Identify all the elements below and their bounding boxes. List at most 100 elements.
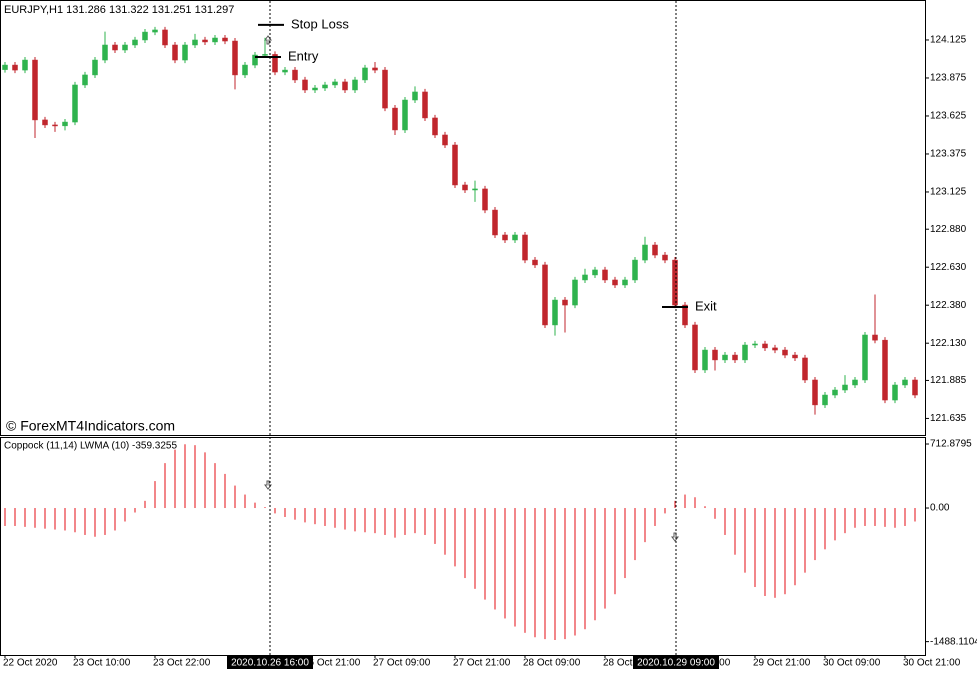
candle-body — [732, 354, 738, 361]
crosshair-label: 2020.10.26 16:00 — [231, 658, 309, 669]
crosshair-label: 2020.10.29 09:00 — [637, 658, 715, 669]
candle-body — [312, 87, 318, 91]
candle-body — [632, 259, 638, 281]
candle-body — [112, 44, 118, 51]
candle-body — [392, 107, 398, 131]
candle-body — [422, 91, 428, 119]
candle-body — [842, 384, 848, 391]
candle-body — [102, 44, 108, 61]
y-tick-label: 124.125 — [930, 35, 967, 46]
y-tick-label: 122.630 — [930, 262, 967, 273]
annotation-label: Exit — [695, 298, 717, 313]
candle-body — [132, 39, 138, 46]
candle-body — [872, 334, 878, 341]
candle-body — [882, 339, 888, 401]
candle-body — [272, 54, 278, 73]
price-title: EURJPY,H1 131.286 131.322 131.251 131.29… — [4, 4, 234, 16]
x-tick-label: 26 Oct 21:00 — [303, 658, 361, 669]
candle-body — [892, 384, 898, 401]
candle-body — [152, 29, 158, 33]
candle-body — [252, 54, 258, 66]
candle-body — [532, 259, 538, 266]
x-tick-label: 30 Oct 09:00 — [823, 658, 881, 669]
crosshair-label-bg — [227, 656, 313, 669]
candle-body — [602, 269, 608, 281]
candle-body — [672, 259, 678, 306]
candle-body — [552, 299, 558, 326]
candle-body — [912, 379, 918, 396]
candle-body — [762, 343, 768, 349]
candle-body — [332, 81, 338, 86]
candle-body — [902, 379, 908, 386]
candle-body — [242, 64, 248, 76]
price-panel-frame — [0, 0, 926, 436]
candle-body — [442, 134, 448, 146]
x-tick-label: 23 Oct 22:00 — [153, 658, 211, 669]
y-tick-label: 0.00 — [930, 503, 950, 514]
candle-body — [642, 244, 648, 261]
candle-body — [682, 304, 688, 326]
candle-body — [482, 188, 488, 211]
candle-body — [292, 69, 298, 81]
candle-body — [342, 81, 348, 91]
y-tick-label: 121.635 — [930, 413, 967, 424]
watermark: © ForexMT4Indicators.com — [6, 418, 175, 434]
y-tick-label: 123.375 — [930, 149, 967, 160]
candle-body — [72, 84, 78, 123]
candle-body — [22, 59, 28, 71]
candle-body — [772, 347, 778, 351]
candle-body — [162, 29, 168, 46]
candle-body — [572, 279, 578, 306]
annotation-label: Stop Loss — [291, 16, 349, 31]
candle-body — [742, 344, 748, 361]
y-tick-label: 123.125 — [930, 187, 967, 198]
candle-body — [122, 44, 128, 51]
indicator-title: Coppock (11,14) LWMA (10) -359.3255 — [4, 441, 177, 452]
x-tick-label: 27 Oct 21:00 — [453, 658, 511, 669]
x-tick-label: 28 Oct 09:00 — [523, 658, 581, 669]
candle-body — [352, 79, 358, 91]
x-tick-label: 27 Oct 09:00 — [373, 658, 431, 669]
candle-body — [2, 64, 8, 70]
candle-body — [382, 69, 388, 109]
y-tick-label: 712.8795 — [930, 439, 972, 450]
candle-body — [282, 69, 288, 73]
candle-body — [362, 67, 368, 81]
candle-body — [302, 79, 308, 91]
x-tick-label: 23 Oct 10:00 — [73, 658, 131, 669]
candle-body — [582, 274, 588, 281]
candle-body — [462, 184, 468, 191]
candle-body — [792, 354, 798, 359]
candle-body — [192, 39, 198, 46]
candle-body — [52, 124, 58, 127]
x-tick-label: 28 Oct 21:00 — [603, 658, 661, 669]
candle-body — [662, 254, 668, 261]
candle-body — [562, 299, 568, 306]
candle-body — [822, 394, 828, 406]
candle-body — [832, 389, 838, 396]
candle-body — [472, 188, 478, 191]
candle-body — [522, 234, 528, 261]
candle-body — [92, 59, 98, 76]
candle-body — [542, 264, 548, 326]
crosshair-label-bg — [633, 656, 719, 669]
candle-body — [202, 39, 208, 43]
y-tick-label: 121.885 — [930, 375, 967, 386]
candle-body — [212, 37, 218, 43]
candle-body — [752, 343, 758, 346]
candle-body — [722, 354, 728, 361]
candle-body — [502, 234, 508, 241]
candle-body — [12, 64, 18, 71]
annotation-label: Entry — [288, 48, 319, 63]
candle-body — [612, 279, 618, 286]
candle-body — [702, 349, 708, 371]
x-tick-label: 22 Oct 2020 — [3, 658, 58, 669]
candle-body — [412, 91, 418, 101]
signal-arrow — [264, 480, 272, 490]
candle-body — [782, 349, 788, 356]
candle-body — [182, 44, 188, 61]
candle-body — [402, 99, 408, 131]
candle-body — [862, 334, 868, 381]
candle-body — [802, 357, 808, 381]
